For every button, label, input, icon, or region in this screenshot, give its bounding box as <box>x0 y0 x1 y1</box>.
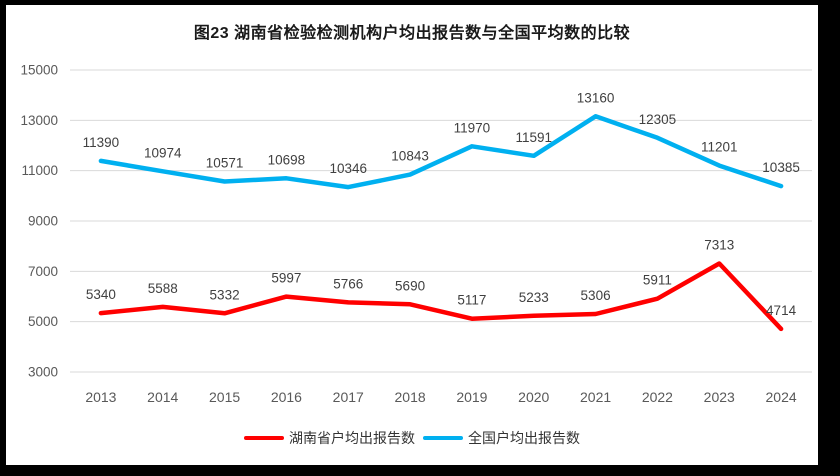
y-tick-label: 3000 <box>28 365 58 380</box>
legend-swatch-national-icon <box>423 435 463 441</box>
x-tick-label: 2023 <box>704 389 735 405</box>
chart-area: 图23 湖南省检验检测机构户均出报告数与全国平均数的比较 3000 5000 700… <box>6 5 818 465</box>
x-tick-label: 2019 <box>456 389 487 405</box>
data-label-national: 11390 <box>83 135 120 150</box>
legend: 湖南省户均出报告数 全国户均出报告数 <box>6 428 818 448</box>
data-label-national: 10974 <box>144 145 182 160</box>
x-tick-label: 2018 <box>395 389 426 405</box>
x-tick-label: 2016 <box>271 389 302 405</box>
data-label-national: 10346 <box>329 161 367 176</box>
data-label-hunan: 5766 <box>333 276 363 291</box>
data-label-national: 12305 <box>639 112 677 127</box>
data-label-hunan: 5233 <box>519 290 549 305</box>
data-label-hunan: 5997 <box>271 271 301 286</box>
data-label-hunan: 5690 <box>395 278 425 293</box>
legend-label-hunan: 湖南省户均出报告数 <box>289 430 415 446</box>
data-label-hunan: 5340 <box>86 287 116 302</box>
data-label-national: 10571 <box>206 155 244 170</box>
data-label-national: 10843 <box>391 149 429 164</box>
data-label-hunan: 5332 <box>210 287 240 302</box>
y-tick-label: 13000 <box>20 113 58 128</box>
legend-item-national: 全国户均出报告数 <box>423 428 580 448</box>
legend-label-national: 全国户均出报告数 <box>468 430 580 446</box>
y-tick-label: 11000 <box>21 163 58 178</box>
x-tick-label: 2021 <box>580 389 611 405</box>
x-tick-label: 2013 <box>85 389 116 405</box>
data-label-national: 11591 <box>515 130 552 145</box>
data-label-national: 11970 <box>454 120 491 135</box>
data-label-hunan: 7313 <box>704 237 734 252</box>
x-tick-label: 2014 <box>147 389 178 405</box>
data-label-national: 10698 <box>268 152 306 167</box>
y-tick-label: 7000 <box>28 264 58 279</box>
data-label-national: 10385 <box>762 160 800 175</box>
series-line-hunan <box>98 261 784 332</box>
data-label-hunan: 5306 <box>581 288 611 303</box>
data-label-national: 11201 <box>701 140 738 155</box>
x-tick-label: 2022 <box>642 389 673 405</box>
series-line-national <box>98 114 784 190</box>
data-label-hunan: 4714 <box>766 303 797 318</box>
chart-svg: 3000 5000 7000 9000 11000 13000 15000 2013 2014 2… <box>20 63 812 405</box>
x-tick-label: 2017 <box>333 389 364 405</box>
x-tick-label: 2015 <box>209 389 240 405</box>
data-label-hunan: 5911 <box>643 273 672 288</box>
y-tick-label: 9000 <box>28 214 58 229</box>
y-tick-label: 5000 <box>28 314 58 329</box>
y-tick-label: 15000 <box>20 63 58 78</box>
data-label-hunan: 5117 <box>457 293 486 308</box>
legend-item-hunan: 湖南省户均出报告数 <box>244 428 415 448</box>
chart-title: 图23 湖南省检验检测机构户均出报告数与全国平均数的比较 <box>193 25 631 42</box>
data-label-national: 13160 <box>577 90 615 105</box>
x-tick-label: 2020 <box>518 389 549 405</box>
legend-swatch-hunan-icon <box>244 435 284 441</box>
x-tick-label: 2024 <box>766 389 797 405</box>
data-label-hunan: 5588 <box>148 281 178 296</box>
